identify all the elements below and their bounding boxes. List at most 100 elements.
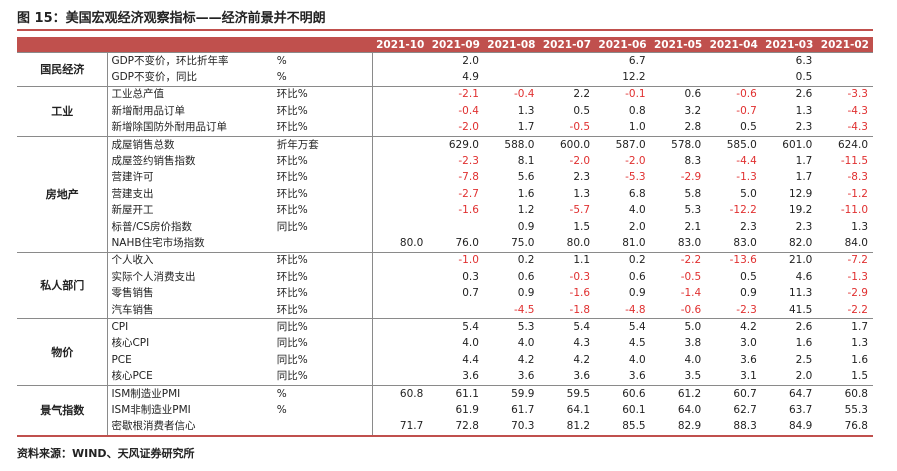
value-cell: 3.8 — [684, 337, 702, 350]
value-cell: -1.4 — [680, 287, 702, 300]
value-cell: 1.7 — [795, 171, 813, 184]
value-cell: 84.9 — [761, 418, 818, 438]
value-cell: 71.7 — [372, 418, 429, 438]
value-cell: -7.2 — [817, 251, 873, 270]
value-cell: 3.6 — [740, 353, 757, 366]
value-cell: -11.0 — [840, 204, 868, 217]
value-cell: -5.3 — [625, 171, 646, 184]
table-row: 景气指数 ISM制造业PMI% 60.8 61.1 59.9 59.5 60.6 61.2 60… — [17, 384, 873, 437]
indicator-name: NAHB住宅市场指数 — [111, 236, 205, 249]
value-cell: -11.5 — [840, 155, 868, 168]
indicator-name: 密歇根消费者信心 — [107, 418, 275, 438]
table-row: 营建支出 环比% -2.7 1.6 1.3 6.8 5.8 5.0 12.9 -1.2 — [17, 186, 873, 203]
value-cell: 5.4 — [428, 318, 484, 336]
indicator-name: CPI — [107, 318, 275, 336]
value-cell: 61.7 — [511, 403, 535, 416]
col-header: 2021-06 — [595, 37, 651, 53]
value-cell — [428, 219, 484, 235]
value-cell: -2.1 — [428, 85, 484, 104]
indicator-unit: 同比% — [276, 337, 308, 350]
value-cell: 1.7 — [517, 121, 535, 134]
value-cell: 82.9 — [650, 418, 707, 438]
value-cell: 5.6 — [517, 171, 535, 184]
value-cell: 600.0 — [539, 135, 596, 154]
value-cell: 4.0 — [462, 337, 479, 350]
value-cell: 1.6 — [517, 187, 535, 200]
value-cell: 83.0 — [733, 236, 757, 249]
value-cell: -1.3 — [736, 171, 757, 184]
indicator-name: 新屋开工 — [111, 204, 154, 217]
table-body: 国民经济 GDP不变价，环比折年率% 2.0 6.7 6.3 GDP不变价，同比% 4.9 1… — [17, 52, 873, 438]
value-cell: 0.5 — [573, 104, 591, 117]
table-row: 营建许可 环比% -7.8 5.6 2.3 -5.3 -2.9 -1.3 1.7 -8.3 — [17, 169, 873, 187]
value-cell: 4.2 — [517, 353, 535, 366]
value-cell: 2.3 — [795, 220, 813, 233]
value-cell: 0.6 — [628, 270, 646, 283]
value-cell: -0.3 — [569, 270, 591, 283]
value-cell: 11.3 — [788, 287, 813, 300]
table-row: 国民经济 GDP不变价，环比折年率% 2.0 6.7 6.3 — [17, 52, 873, 87]
value-cell — [372, 85, 429, 104]
value-cell: 2.6 — [761, 318, 818, 336]
value-cell — [428, 302, 484, 319]
value-cell — [483, 52, 540, 70]
header-row: 2021-10 2021-09 2021-08 2021-07 2021-06 … — [17, 37, 873, 53]
indicator-unit: % — [274, 384, 373, 403]
indicator-unit: 环比% — [276, 303, 308, 316]
value-cell: 0.9 — [517, 220, 535, 233]
value-cell: -1.0 — [428, 251, 484, 270]
indicator-name: 核心CPI — [111, 337, 150, 350]
value-cell — [372, 153, 429, 170]
value-cell: 2.0 — [628, 220, 646, 233]
value-cell: -0.1 — [595, 85, 651, 104]
value-cell: 0.6 — [650, 85, 707, 104]
value-cell — [372, 169, 429, 187]
value-cell: 59.9 — [483, 384, 540, 403]
value-cell: 1.0 — [628, 121, 646, 134]
value-cell: 4.5 — [628, 337, 646, 350]
value-cell — [372, 69, 429, 87]
value-cell: -2.0 — [458, 121, 479, 134]
value-cell: -12.2 — [729, 204, 757, 217]
value-cell: 12.9 — [788, 187, 813, 200]
table-row: 私人部门 个人收入 环比% -1.0 0.2 1.1 0.2 -2.2 -13.6 21.0 -7.… — [17, 251, 873, 319]
indicator-unit: 同比% — [276, 220, 308, 233]
value-cell: 1.5 — [573, 220, 591, 233]
value-cell: 1.2 — [517, 204, 535, 217]
table-row: 标普/CS房价指数 同比% 0.9 1.5 2.0 2.1 2.3 2.3 1.3 — [17, 218, 873, 236]
col-header: 2021-03 — [761, 37, 818, 53]
value-cell: 60.6 — [595, 384, 651, 403]
value-cell: -2.3 — [458, 155, 479, 168]
value-cell: 81.0 — [622, 236, 646, 249]
value-cell: -1.3 — [847, 270, 869, 283]
value-cell: -2.2 — [650, 251, 707, 270]
value-cell: -1.8 — [569, 303, 591, 316]
value-cell — [539, 52, 596, 70]
value-cell: 64.0 — [677, 403, 702, 416]
value-cell: 0.6 — [517, 270, 535, 283]
value-cell: -2.9 — [847, 287, 869, 300]
indicator-unit: % — [274, 52, 373, 70]
value-cell — [372, 368, 429, 386]
value-cell — [372, 318, 429, 336]
indicator-unit: 环比% — [276, 270, 308, 283]
value-cell: 0.9 — [628, 287, 646, 300]
indicator-unit: 环比% — [276, 204, 308, 217]
value-cell: -2.2 — [847, 303, 869, 316]
indicator-name: 营建支出 — [111, 187, 154, 200]
value-cell — [706, 69, 762, 86]
value-cell: 21.0 — [761, 251, 818, 270]
value-cell: 3.6 — [517, 370, 535, 383]
value-cell: -1.2 — [847, 187, 869, 200]
value-cell: 76.8 — [817, 418, 873, 438]
value-cell: 64.7 — [761, 384, 818, 403]
value-cell — [484, 69, 540, 86]
table-row: 实际个人消费支出 环比% 0.3 0.6 -0.3 0.6 -0.5 0.5 4.6 -1.3 — [17, 269, 873, 286]
col-header: 2021-05 — [650, 37, 707, 53]
group-label: 国民经济 — [17, 52, 109, 87]
indicator-name: 工业总产值 — [107, 85, 275, 104]
value-cell: 588.0 — [483, 135, 540, 154]
col-header: 2021-07 — [539, 37, 596, 53]
col-header: 2021-02 — [817, 37, 873, 53]
table-row: 物价 CPI 同比% 5.4 5.3 5.4 5.4 5.0 4.2 2.6 1.7 — [17, 318, 873, 386]
